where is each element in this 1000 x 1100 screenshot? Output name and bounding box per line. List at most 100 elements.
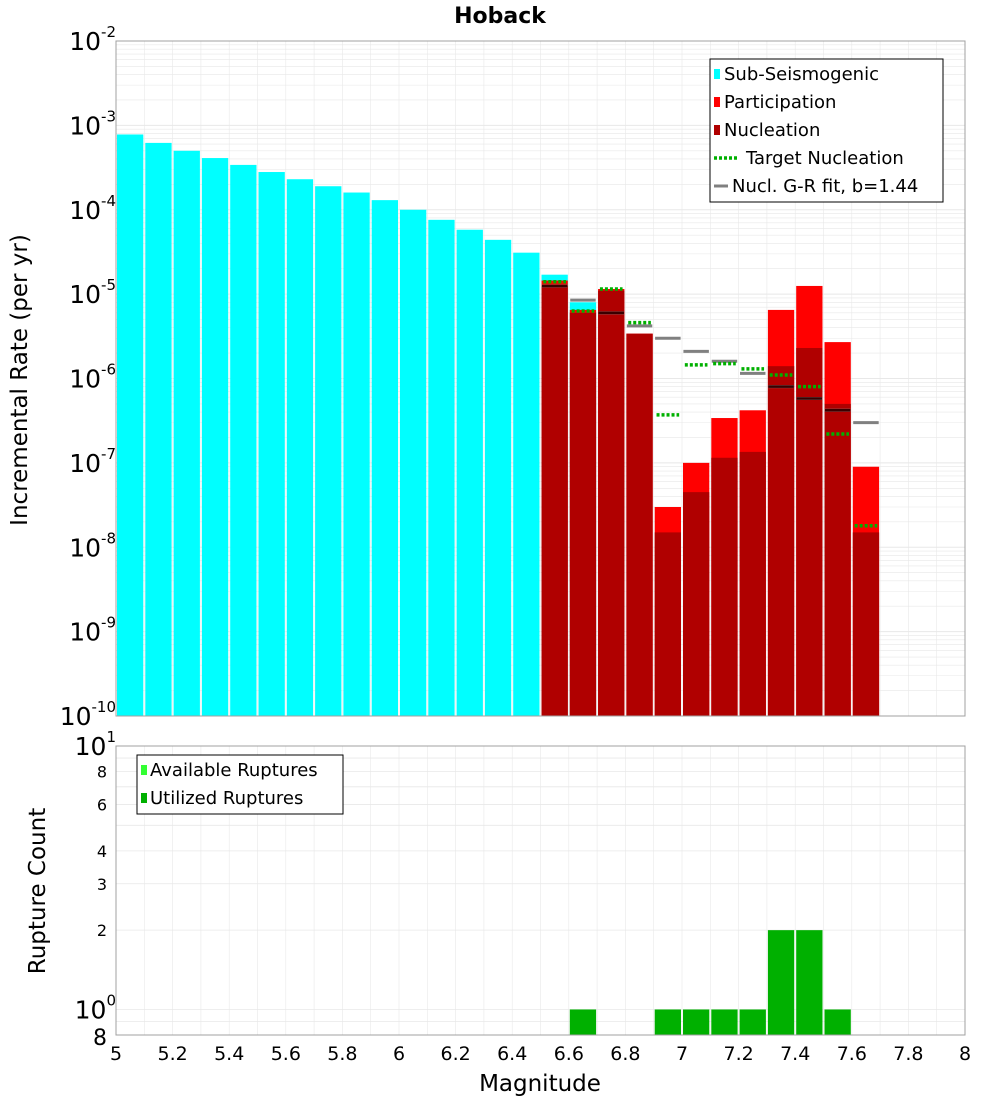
tick-exponent: -6 [101,361,116,379]
x-tick-label: 6.2 [440,1043,470,1065]
sub-seismogenic-bar [230,164,257,716]
tick-exponent: -4 [101,192,116,210]
bottom-y-axis-label: Rupture Count [25,808,51,974]
tick-exponent: -8 [101,529,116,547]
chart-title: Hoback [454,4,547,29]
tick-exponent: -9 [101,614,116,632]
legend-swatch [714,97,720,107]
utilized-ruptures-bar [569,1009,597,1035]
top-plot-frame [115,40,966,717]
bottom-y-tick-label: 3 [97,875,107,894]
legend-label: Utilized Ruptures [150,788,303,809]
x-tick-label: 5 [110,1043,122,1065]
nucleation-bar [654,532,681,716]
sub-seismogenic-bar [315,186,342,716]
utilized-ruptures-bar [739,1009,766,1035]
tick-base: 10 [69,27,101,56]
utilized-ruptures-bar [767,930,795,1035]
sub-seismogenic-bar [173,150,200,716]
legend-swatch [714,69,720,79]
top-legend-box [709,58,944,203]
tick-base: 10 [60,702,92,731]
top-plot-bars [117,134,880,717]
top-legend: Sub-Seismogenic Participation Nucleation Ta… [709,58,944,203]
legend-label: Nucl. G-R fit, b=1.44 [732,176,918,197]
top-y-tick-label: 10-7 [69,445,116,478]
nucleation-bar [852,532,880,716]
legend-label: Target Nucleation [745,148,904,169]
nucleation-bar [824,403,851,716]
sub-seismogenic-bar [145,142,172,716]
top-y-tick-label: 10-5 [69,276,116,309]
x-tick-label: 6.6 [554,1043,584,1065]
tick-base: 10 [69,618,101,647]
top-y-tick-label: 10-6 [69,361,116,394]
x-tick-label: 5.2 [157,1043,187,1065]
x-tick-label: 7.6 [837,1043,867,1065]
sub-seismogenic-bar [484,239,512,716]
sub-seismogenic-bar [286,179,314,716]
nucleation-bar [767,366,795,716]
tick-base: 10 [69,365,101,394]
x-tick-label: 7.4 [780,1043,810,1065]
legend-swatch [141,765,147,775]
sub-seismogenic-bar [258,172,285,716]
top-plot-line-marks [541,280,879,528]
utilized-ruptures-bar [711,1009,738,1035]
top-y-tick-label: 10-4 [69,192,116,225]
nucleation-bar [626,333,653,716]
bottom-y-tick-label: 4 [97,842,107,861]
x-tick-label: 6.8 [610,1043,640,1065]
top-y-tick-labels: 10-210-310-410-510-610-710-810-910-10 [60,23,116,731]
sub-seismogenic-bar [513,252,540,716]
x-tick-label: 6 [393,1043,405,1065]
x-tick-label: 5.8 [327,1043,357,1065]
x-tick-labels: 5 5.2 5.4 5.6 5.8 6 6.2 6.4 6.6 6.8 7 7.2 7.4 7.6 7.8 8 [110,1043,971,1065]
tick-base: 10 [75,995,107,1024]
top-y-tick-label: 10-2 [69,23,116,56]
nucleation-bar [796,347,823,716]
tick-exponent: -5 [101,276,116,294]
sub-seismogenic-bar [456,229,483,717]
tick-base: 10 [69,280,101,309]
sub-seismogenic-bar [201,158,229,716]
bottom-y-tick-label: 100 [75,991,116,1024]
nucleation-bar [541,285,568,716]
sub-seismogenic-bar [343,192,370,717]
x-tick-label: 7.2 [723,1043,753,1065]
tick-exponent: -2 [101,23,116,41]
x-tick-label: 7.8 [893,1043,923,1065]
utilized-ruptures-bar [683,1009,710,1035]
legend-label: Sub-Seismogenic [724,64,879,85]
bottom-legend: Available Ruptures Utilized Ruptures [136,754,344,815]
bottom-plot-frame [115,745,966,1036]
sub-seismogenic-bar [117,134,144,717]
x-tick-label: 6.4 [497,1043,527,1065]
utilized-ruptures-bar [654,1009,681,1035]
bottom-y-tick-label: 8 [93,1026,107,1051]
legend-swatch [714,125,720,135]
top-plot-gridlines [115,41,966,717]
legend-swatch [141,793,147,803]
nucleation-bar [739,451,766,716]
tick-base: 10 [69,533,101,562]
nucleation-bar [711,457,738,716]
tick-base: 10 [75,732,107,761]
tick-base: 10 [69,111,101,140]
top-y-tick-label: 10-3 [69,107,116,140]
sub-seismogenic-bar [428,219,455,717]
legend-label: Participation [724,92,836,113]
tick-exponent: 0 [106,991,116,1009]
tick-exponent: 1 [106,728,116,746]
bottom-y-tick-label: 6 [97,795,107,814]
bottom-y-tick-label: 2 [97,921,107,940]
tick-exponent: -7 [101,445,116,463]
nucleation-bar [683,492,710,716]
sub-seismogenic-bar [400,209,427,716]
top-y-tick-label: 10-10 [60,698,116,731]
top-y-tick-label: 10-9 [69,614,116,647]
utilized-ruptures-bar [796,930,823,1035]
bottom-y-tick-label: 101 [75,728,116,761]
